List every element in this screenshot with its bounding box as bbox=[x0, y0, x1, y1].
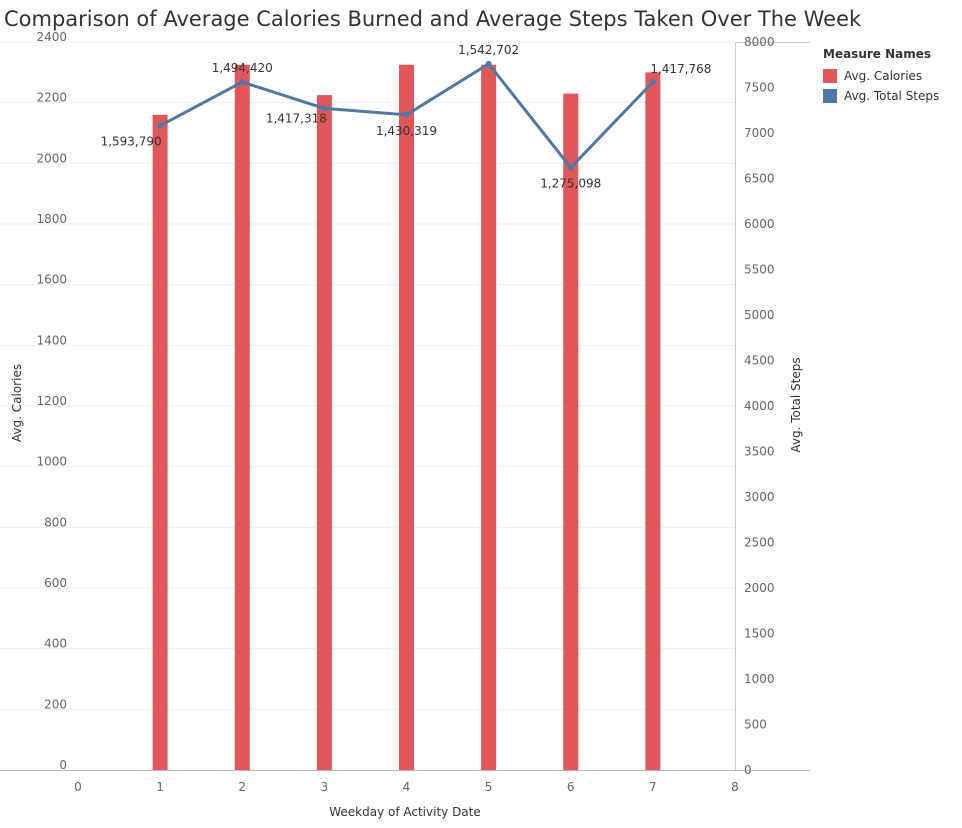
y2-tick-label: 3500 bbox=[744, 445, 775, 459]
y-tick-label: 800 bbox=[44, 515, 67, 529]
y-tick-label: 400 bbox=[44, 637, 67, 651]
steps-point bbox=[321, 105, 328, 112]
legend-label-steps: Avg. Total Steps bbox=[844, 89, 940, 103]
y2-axis-title: Avg. Total Steps bbox=[789, 357, 803, 452]
gridlines bbox=[0, 41, 735, 710]
y-tick-label: 1000 bbox=[36, 455, 67, 469]
steps-data-label: 1,593,790 bbox=[101, 135, 162, 149]
legend-swatch-calories bbox=[823, 69, 837, 83]
steps-point bbox=[649, 79, 656, 86]
legend-swatch-steps bbox=[823, 89, 837, 103]
x-tick-label: 2 bbox=[238, 780, 246, 794]
x-axis-title: Weekday of Activity Date bbox=[329, 805, 481, 819]
y2-tick-label: 6000 bbox=[744, 217, 775, 231]
steps-data-label: 1,417,318 bbox=[266, 111, 327, 125]
y-tick-label: 600 bbox=[44, 576, 67, 590]
calorie-bar bbox=[645, 72, 661, 771]
calorie-bars bbox=[152, 64, 661, 771]
y2-tick-label: 4000 bbox=[744, 399, 775, 413]
y2-tick-label: 3000 bbox=[744, 490, 775, 504]
calorie-bar bbox=[399, 64, 414, 770]
steps-data-label: 1,542,702 bbox=[458, 43, 519, 57]
calorie-bar bbox=[152, 114, 168, 771]
y-tick-label: 2400 bbox=[36, 30, 67, 44]
calorie-bar bbox=[316, 95, 332, 771]
y-tick-label: 1800 bbox=[36, 212, 67, 226]
y-tick-label: 2200 bbox=[36, 91, 67, 105]
calorie-bar bbox=[563, 93, 579, 771]
x-tick-label: 5 bbox=[485, 780, 493, 794]
y2-tick-label: 4500 bbox=[744, 354, 775, 368]
legend-item-steps[interactable]: Avg. Total Steps bbox=[823, 86, 939, 106]
legend-label-calories: Avg. Calories bbox=[844, 69, 923, 83]
y-tick-label: 200 bbox=[44, 697, 67, 711]
y2-tick-label: 6500 bbox=[744, 172, 775, 186]
y2-tick-label: 8000 bbox=[744, 35, 775, 49]
calorie-bar bbox=[481, 64, 497, 770]
steps-point bbox=[157, 122, 164, 129]
steps-data-label: 1,417,768 bbox=[650, 62, 711, 76]
x-tick-label: 1 bbox=[156, 780, 164, 794]
x-tick-label: 8 bbox=[731, 780, 739, 794]
steps-data-label: 1,494,420 bbox=[212, 61, 273, 75]
y2-tick-label: 2500 bbox=[744, 536, 775, 550]
steps-data-label: 1,275,098 bbox=[540, 177, 601, 191]
y-tick-label: 1400 bbox=[36, 333, 67, 347]
y-tick-label: 0 bbox=[59, 758, 67, 772]
steps-line bbox=[157, 60, 656, 171]
legend: Measure Names Avg. Calories Avg. Total S… bbox=[823, 47, 939, 106]
y2-tick-label: 1500 bbox=[744, 627, 775, 641]
steps-point bbox=[403, 111, 410, 118]
y2-tick-label: 0 bbox=[744, 763, 752, 777]
calorie-bar bbox=[234, 64, 250, 770]
y-tick-label: 1600 bbox=[36, 273, 67, 287]
axes: 0200400600800100012001400160018002000220… bbox=[0, 30, 810, 794]
x-tick-label: 6 bbox=[567, 780, 575, 794]
steps-data-label: 1,430,319 bbox=[376, 124, 437, 138]
data-labels: 1,593,790 1,494,420 1,417,318 1,430,319 1,54… bbox=[101, 43, 712, 191]
y2-tick-label: 7500 bbox=[744, 81, 775, 95]
x-tick-label: 3 bbox=[321, 780, 329, 794]
y-tick-label: 2000 bbox=[36, 151, 67, 165]
legend-title: Measure Names bbox=[823, 47, 932, 61]
steps-point bbox=[567, 164, 574, 171]
y2-tick-label: 5000 bbox=[744, 308, 775, 322]
y2-tick-label: 5500 bbox=[744, 263, 775, 277]
chart-title: Comparison of Average Calories Burned an… bbox=[4, 7, 862, 31]
steps-point bbox=[239, 79, 246, 86]
x-tick-label: 4 bbox=[403, 780, 411, 794]
y-tick-label: 1200 bbox=[36, 394, 67, 408]
y2-tick-label: 1000 bbox=[744, 672, 775, 686]
y-axis-title: Avg. Calories bbox=[10, 364, 24, 442]
legend-item-calories[interactable]: Avg. Calories bbox=[823, 66, 939, 86]
y2-tick-label: 500 bbox=[744, 718, 767, 732]
y2-tick-label: 7000 bbox=[744, 126, 775, 140]
x-tick-label: 0 bbox=[74, 780, 82, 794]
y2-tick-label: 2000 bbox=[744, 581, 775, 595]
steps-point bbox=[485, 60, 492, 67]
x-tick-label: 7 bbox=[649, 780, 657, 794]
